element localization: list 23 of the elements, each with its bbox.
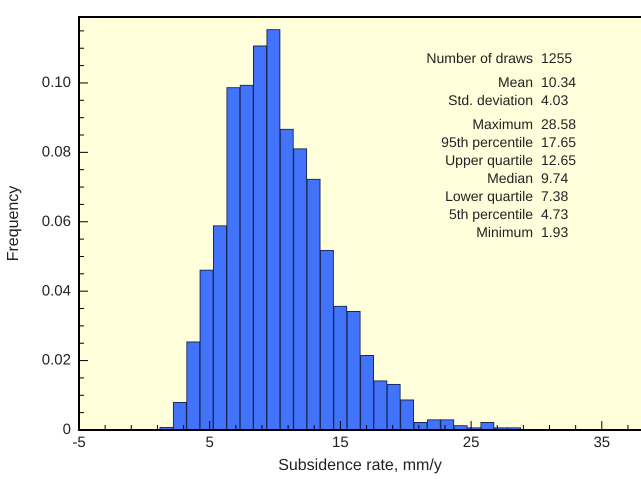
x-tick-label: -5 [72,434,86,452]
y-tick-label: 0.04 [42,282,71,300]
annotation: Lower quartile 7.38 [445,188,568,204]
y-tick-label: 0.06 [42,212,71,230]
x-tick-label: 25 [462,434,480,452]
x-tick-label: 5 [206,434,214,452]
annotation: 5th percentile 4.73 [448,206,568,222]
annotation: Number of draws 1255 [426,50,572,66]
annotation: 95th percentile 17.65 [441,134,576,150]
x-tick-label: 15 [332,434,349,452]
annotation: Std. deviation 4.03 [448,92,568,108]
annotation: Maximum 28.58 [472,116,576,132]
y-tick-label: 0 [62,421,71,438]
annotation: Upper quartile 12.65 [445,152,576,168]
y-tick-label: 0.08 [42,143,71,160]
y-axis-title: Frequency [5,186,22,262]
y-tick-label: 0.10 [42,74,71,92]
x-tick-label: 35 [593,434,610,452]
x-axis-title: Subsidence rate, mm/y [278,456,442,474]
y-tick-label: 0.02 [42,352,71,369]
annotation: Minimum 1.93 [476,224,568,240]
annotation: Median 9.74 [487,170,568,186]
annotation: Mean 10.34 [498,74,576,90]
